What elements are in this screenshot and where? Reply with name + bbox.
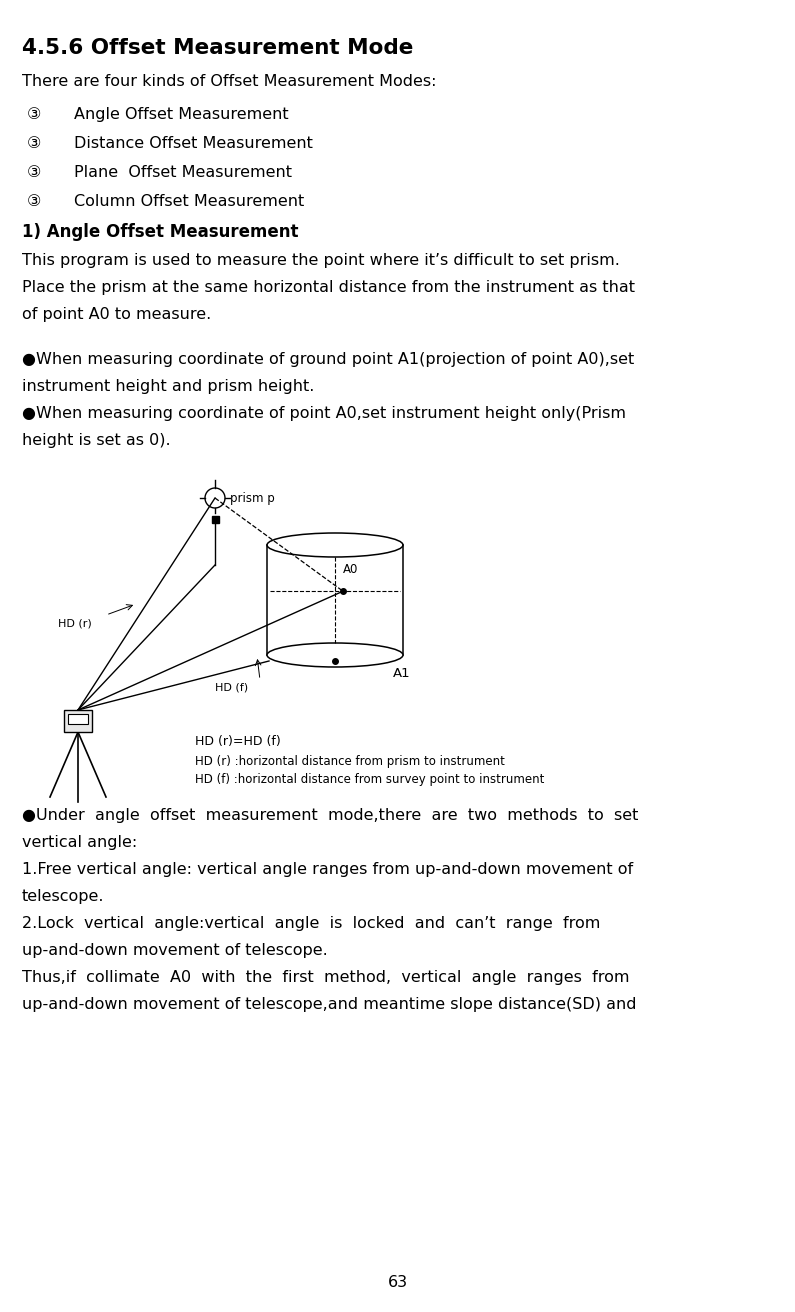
- Text: Thus,if  collimate  A0  with  the  first  method,  vertical  angle  ranges  from: Thus,if collimate A0 with the first meth…: [22, 970, 630, 985]
- Text: Distance Offset Measurement: Distance Offset Measurement: [74, 136, 313, 151]
- Text: Plane  Offset Measurement: Plane Offset Measurement: [74, 165, 292, 180]
- Text: HD (r): HD (r): [58, 618, 91, 628]
- Bar: [64, 710, 92, 732]
- Text: A1: A1: [393, 666, 411, 680]
- Text: up-and-down movement of telescope.: up-and-down movement of telescope.: [22, 943, 328, 958]
- Text: prism p: prism p: [230, 492, 275, 505]
- Text: instrument height and prism height.: instrument height and prism height.: [22, 379, 314, 394]
- Text: ③: ③: [27, 108, 41, 122]
- Text: This program is used to measure the point where it’s difficult to set prism.: This program is used to measure the poin…: [22, 253, 620, 268]
- Text: HD (r)=HD (f): HD (r)=HD (f): [195, 735, 281, 748]
- Text: telescope.: telescope.: [22, 890, 104, 904]
- Text: vertical angle:: vertical angle:: [22, 834, 138, 850]
- Text: Column Offset Measurement: Column Offset Measurement: [74, 194, 304, 209]
- Text: ③: ③: [27, 165, 41, 180]
- Text: ●Under  angle  offset  measurement  mode,there  are  two  methods  to  set: ●Under angle offset measurement mode,the…: [22, 808, 638, 823]
- Text: ●When measuring coordinate of point A0,set instrument height only(Prism: ●When measuring coordinate of point A0,s…: [22, 405, 626, 421]
- Text: 1) Angle Offset Measurement: 1) Angle Offset Measurement: [22, 223, 298, 241]
- Text: HD (f): HD (f): [215, 684, 248, 693]
- Text: HD (f) :horizontal distance from survey point to instrument: HD (f) :horizontal distance from survey …: [195, 773, 545, 786]
- Bar: [68, 714, 88, 724]
- Text: There are four kinds of Offset Measurement Modes:: There are four kinds of Offset Measureme…: [22, 73, 436, 89]
- Text: of point A0 to measure.: of point A0 to measure.: [22, 307, 211, 321]
- Text: 63: 63: [387, 1275, 408, 1290]
- Text: 4.5.6 Offset Measurement Mode: 4.5.6 Offset Measurement Mode: [22, 38, 413, 58]
- Text: Place the prism at the same horizontal distance from the instrument as that: Place the prism at the same horizontal d…: [22, 279, 635, 295]
- Text: ③: ③: [27, 136, 41, 151]
- Text: ③: ③: [27, 194, 41, 209]
- Text: A0: A0: [343, 563, 359, 576]
- Text: 2.Lock  vertical  angle:vertical  angle  is  locked  and  can’t  range  from: 2.Lock vertical angle:vertical angle is …: [22, 916, 600, 932]
- Text: ●When measuring coordinate of ground point A1(projection of point A0),set: ●When measuring coordinate of ground poi…: [22, 352, 634, 367]
- Text: height is set as 0).: height is set as 0).: [22, 433, 171, 447]
- Ellipse shape: [267, 643, 403, 666]
- Bar: [211, 516, 219, 523]
- Text: 1.Free vertical angle: vertical angle ranges from up-and-down movement of: 1.Free vertical angle: vertical angle ra…: [22, 862, 633, 876]
- Text: up-and-down movement of telescope,and meantime slope distance(SD) and: up-and-down movement of telescope,and me…: [22, 997, 637, 1012]
- Text: HD (r) :horizontal distance from prism to instrument: HD (r) :horizontal distance from prism t…: [195, 754, 505, 768]
- Text: Angle Offset Measurement: Angle Offset Measurement: [74, 108, 289, 122]
